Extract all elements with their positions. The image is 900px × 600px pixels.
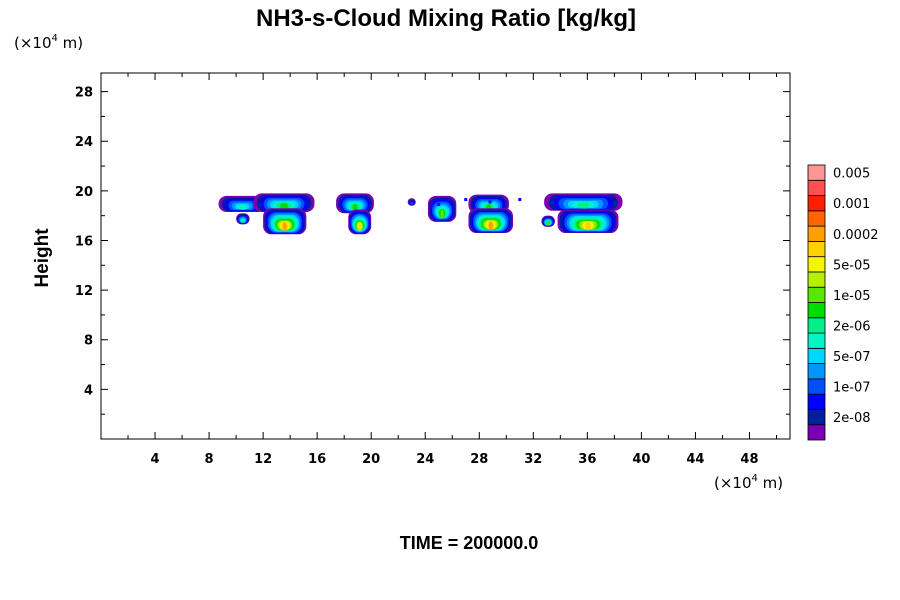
cloud-contour bbox=[241, 218, 244, 223]
colorbar-segment bbox=[807, 317, 826, 334]
colorbar-segment bbox=[807, 286, 826, 303]
cloud-contour bbox=[577, 202, 590, 209]
y-tick-label: 24 bbox=[75, 135, 93, 150]
colorbar-label: 0.0002 bbox=[833, 228, 879, 243]
cloud-contour bbox=[238, 204, 247, 210]
cloud-contour bbox=[280, 203, 289, 210]
y-tick-label: 20 bbox=[75, 185, 93, 200]
cloud-region bbox=[541, 215, 555, 227]
cloud-contour bbox=[547, 221, 549, 226]
y-axis-label: Height bbox=[32, 228, 53, 288]
colorbar-segment bbox=[807, 332, 826, 349]
x-tick-label: 8 bbox=[205, 452, 214, 467]
cloud-region bbox=[468, 208, 514, 234]
colorbar-label: 1e-07 bbox=[833, 381, 871, 396]
colorbar-label: 5e-05 bbox=[833, 258, 871, 273]
x-tick-label: 12 bbox=[254, 452, 272, 467]
cloud-contour bbox=[282, 222, 287, 232]
x-tick-label: 16 bbox=[308, 452, 326, 467]
cloud-region bbox=[336, 193, 374, 214]
x-tick-label: 32 bbox=[524, 452, 542, 467]
y-tick-label: 16 bbox=[75, 234, 93, 249]
colorbar: 2e-08 1e-07 5e-07 2e-06 1e-05 5e-05 0.0002 0.00… bbox=[807, 164, 879, 441]
cloud-region bbox=[427, 195, 457, 222]
cloud-region bbox=[236, 213, 250, 225]
cloud-region bbox=[253, 193, 315, 212]
cloud-speck bbox=[518, 198, 522, 202]
colorbar-label: 2e-08 bbox=[833, 411, 871, 426]
cloud-speck bbox=[464, 198, 468, 202]
y-unit-label: (×104 m) bbox=[14, 33, 83, 52]
colorbar-segment bbox=[807, 195, 826, 212]
colorbar-segment bbox=[807, 393, 826, 410]
cloud-contour bbox=[488, 221, 493, 231]
field-layer bbox=[218, 193, 623, 235]
cloud-region bbox=[557, 209, 619, 234]
colorbar-segment bbox=[807, 256, 826, 273]
x-tick-label: 48 bbox=[740, 452, 758, 467]
colorbar-segment bbox=[807, 225, 826, 242]
x-tick-label: 44 bbox=[686, 452, 704, 467]
y-tick-label: 28 bbox=[75, 86, 93, 101]
colorbar-segment bbox=[807, 347, 826, 365]
x-tick-label: 36 bbox=[578, 452, 596, 467]
y-axis: 4 8 12 16 20 24 28 bbox=[75, 86, 790, 415]
cloud-speck bbox=[437, 203, 441, 207]
colorbar-segment bbox=[807, 363, 826, 380]
cloud-region bbox=[407, 198, 416, 206]
x-tick-label: 20 bbox=[362, 452, 380, 467]
cloud-contour bbox=[585, 221, 591, 231]
chart-title: NH3-s-Cloud Mixing Ratio [kg/kg] bbox=[256, 5, 636, 32]
colorbar-segment bbox=[807, 302, 826, 319]
colorbar-label: 1e-05 bbox=[833, 289, 871, 304]
cloud-region bbox=[544, 193, 623, 211]
y-tick-label: 4 bbox=[84, 383, 93, 398]
x-axis: 4 8 12 16 20 24 28 32 36 40 44 48 bbox=[127, 73, 777, 467]
y-tick-label: 8 bbox=[84, 334, 93, 349]
time-label: TIME = 200000.0 bbox=[400, 533, 539, 553]
cloud-region bbox=[263, 208, 307, 235]
x-tick-label: 4 bbox=[151, 452, 160, 467]
plot-frame bbox=[100, 72, 791, 440]
x-tick-label: 28 bbox=[470, 452, 488, 467]
cloud-region bbox=[348, 209, 372, 235]
cloud-contour bbox=[352, 203, 358, 211]
cloud-contour bbox=[358, 222, 361, 232]
y-tick-label: 12 bbox=[75, 284, 93, 299]
colorbar-segment bbox=[807, 424, 826, 441]
cloud-speck bbox=[488, 200, 492, 204]
colorbar-label: 2e-06 bbox=[833, 319, 871, 334]
colorbar-segment bbox=[807, 378, 826, 395]
colorbar-label: 5e-07 bbox=[833, 350, 871, 365]
cloud-contour bbox=[440, 209, 444, 219]
colorbar-label: 0.001 bbox=[833, 197, 870, 212]
colorbar-segment bbox=[807, 164, 826, 181]
x-tick-label: 24 bbox=[416, 452, 434, 467]
colorbar-segment bbox=[807, 271, 826, 288]
colorbar-segment bbox=[807, 409, 826, 426]
colorbar-segment bbox=[807, 179, 826, 196]
x-unit-label: (×104 m) bbox=[714, 473, 783, 492]
colorbar-segment bbox=[807, 210, 826, 227]
cloud-contour bbox=[410, 201, 413, 205]
x-tick-label: 40 bbox=[632, 452, 650, 467]
colorbar-label: 0.005 bbox=[833, 167, 870, 182]
colorbar-segment bbox=[807, 240, 826, 258]
